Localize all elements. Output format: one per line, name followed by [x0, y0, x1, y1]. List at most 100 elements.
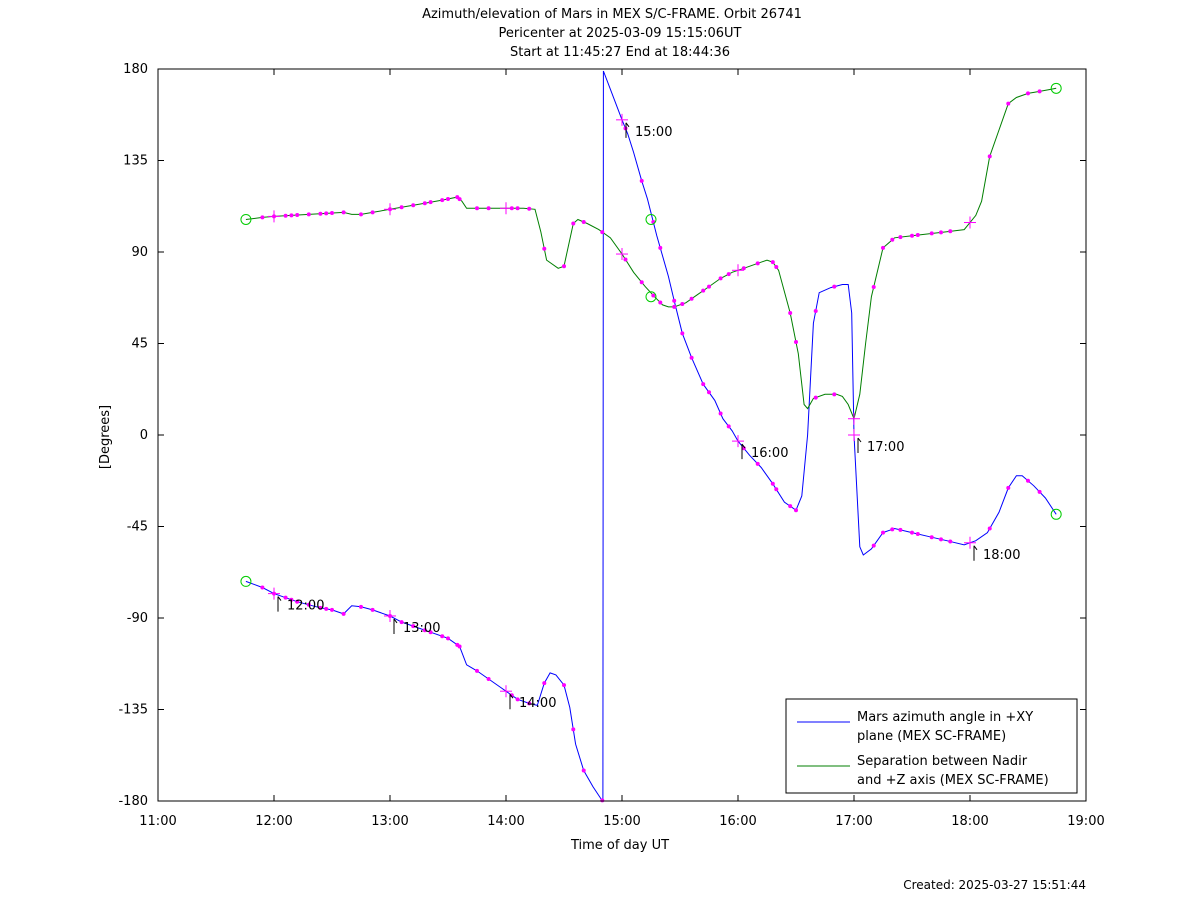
y-tick-label: 135	[123, 154, 148, 169]
sample-marker	[794, 508, 798, 513]
legend-label-azimuth-2: plane (MEX SC-FRAME)	[857, 729, 1006, 744]
sample-marker	[324, 606, 329, 611]
sample-marker	[571, 727, 576, 732]
hour-label: 14:00	[519, 696, 556, 711]
sample-marker	[639, 178, 644, 183]
hour-label-tick-hook	[625, 122, 630, 128]
sample-marker	[542, 246, 547, 251]
event-circle-marker	[1050, 508, 1062, 520]
sample-marker	[527, 206, 532, 211]
sample-marker	[527, 701, 532, 706]
y-axis-label: [Degrees]	[98, 405, 113, 469]
sample-marker	[680, 302, 685, 307]
chart-title-line-3: Start at 11:45:27 End at 18:44:36	[510, 45, 730, 60]
sample-marker	[813, 308, 818, 313]
hour-label-tick-hook	[393, 618, 398, 624]
legend-label-separation-2: and +Z axis (MEX SC-FRAME)	[857, 773, 1049, 788]
sample-marker	[689, 296, 694, 301]
sample-marker	[455, 642, 460, 647]
sample-marker	[987, 154, 992, 159]
sample-marker	[672, 304, 677, 309]
sample-marker	[428, 630, 433, 635]
sample-marker	[915, 531, 920, 536]
sample-marker	[399, 620, 404, 625]
sample-marker	[306, 212, 311, 217]
sample-marker	[515, 697, 520, 702]
sample-marker	[770, 481, 775, 486]
sample-marker	[581, 220, 586, 225]
sample-marker	[341, 210, 346, 215]
sample-marker	[929, 231, 934, 236]
sample-marker	[890, 527, 895, 532]
sample-marker	[295, 599, 300, 604]
sample-marker	[600, 230, 605, 235]
sample-marker	[813, 395, 818, 400]
sample-marker	[486, 206, 491, 211]
hour-label-tick-hook	[857, 437, 862, 443]
sample-marker	[832, 284, 837, 289]
x-tick-label: 17:00	[835, 814, 872, 829]
sample-marker	[658, 245, 663, 250]
sample-marker	[370, 607, 375, 612]
sample-marker	[542, 681, 547, 686]
x-tick-label: 18:00	[951, 814, 988, 829]
y-tick-label: -45	[127, 520, 148, 535]
sample-marker	[283, 213, 288, 218]
sample-marker	[639, 280, 644, 285]
sample-marker	[623, 257, 628, 262]
sample-marker	[475, 668, 479, 673]
hour-label-tick-hook	[973, 545, 978, 551]
sample-marker	[1026, 91, 1030, 96]
sample-marker	[948, 229, 953, 234]
sample-marker	[440, 634, 445, 639]
y-tick-label: 0	[140, 428, 148, 443]
created-timestamp: Created: 2025-03-27 15:51:44	[903, 878, 1086, 892]
sample-marker	[446, 636, 450, 641]
sample-marker	[428, 200, 433, 205]
sample-marker	[359, 212, 363, 217]
sample-marker	[774, 487, 779, 492]
sample-marker	[359, 604, 363, 609]
sample-marker	[623, 126, 628, 131]
sample-marker	[718, 276, 723, 281]
sample-marker	[910, 530, 914, 535]
marker-layer: 12:00 13:00 14:00 15:00 16:00 17:00 18:00	[240, 82, 1062, 803]
sample-marker	[370, 210, 375, 215]
event-circle-marker	[1050, 82, 1062, 94]
y-tick-label: 45	[131, 337, 148, 352]
sample-marker	[341, 611, 346, 616]
x-tick-label: 19:00	[1067, 814, 1104, 829]
sample-marker	[318, 605, 323, 610]
sample-marker	[260, 585, 265, 590]
sample-marker	[794, 340, 798, 345]
x-tick-label: 14:00	[487, 814, 524, 829]
sample-marker	[289, 597, 294, 602]
sample-marker	[581, 768, 586, 773]
sample-marker	[1037, 89, 1042, 94]
hour-label: 18:00	[983, 548, 1020, 563]
hour-label: 12:00	[287, 599, 324, 614]
hour-label: 17:00	[867, 440, 904, 455]
sample-marker	[562, 264, 566, 269]
sample-marker	[929, 535, 934, 540]
sample-marker	[324, 211, 329, 216]
hour-label-tick-hook	[509, 693, 514, 699]
sample-marker	[295, 213, 300, 218]
axis-ticks: 11:00 12:00 13:00 14:00 15:00 16:00 17:00 18:00…	[118, 62, 1104, 829]
sample-marker	[915, 233, 920, 238]
sample-marker	[651, 293, 656, 298]
sample-marker	[306, 602, 311, 607]
hour-label: 13:00	[403, 621, 440, 636]
sample-marker	[881, 245, 885, 250]
sample-marker	[871, 543, 876, 548]
event-circle-marker	[645, 213, 657, 225]
sample-marker	[455, 195, 460, 200]
sample-marker	[881, 530, 885, 535]
y-tick-label: -180	[118, 794, 148, 809]
sample-marker	[509, 693, 514, 698]
sample-marker	[600, 798, 605, 803]
y-tick-label: -135	[118, 703, 148, 718]
sample-marker	[707, 284, 711, 289]
sample-marker	[330, 211, 334, 216]
